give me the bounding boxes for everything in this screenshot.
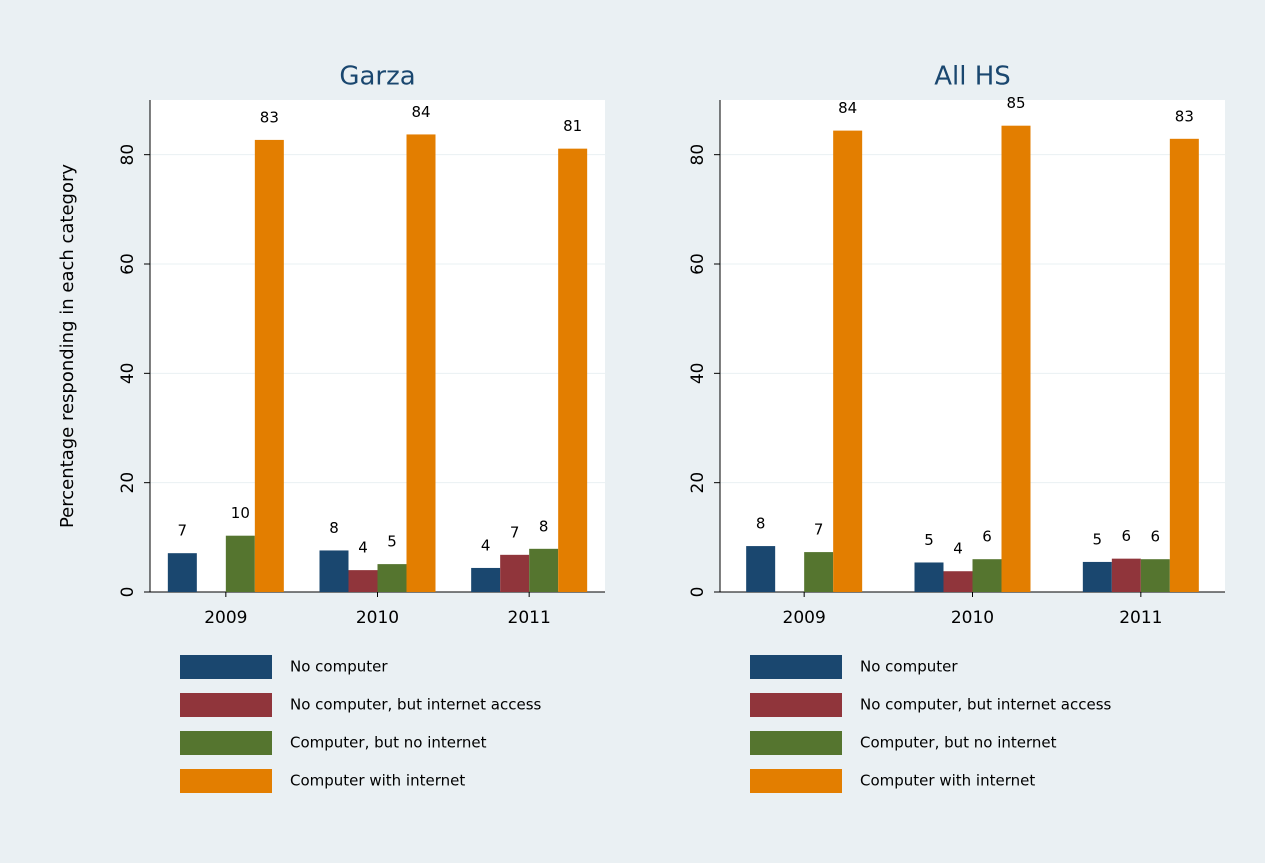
legend-swatch	[180, 769, 272, 793]
value-label: 6	[1122, 527, 1132, 545]
value-label: 5	[924, 531, 934, 549]
bar	[558, 148, 588, 593]
bar	[1082, 561, 1112, 592]
bar	[225, 535, 255, 592]
plot-area	[720, 100, 1225, 592]
x-tick-label: 2009	[204, 608, 247, 628]
value-label: 7	[510, 523, 520, 541]
value-label: 85	[1006, 94, 1025, 112]
legend-swatch	[180, 655, 272, 679]
legend-swatch	[750, 731, 842, 755]
legend-label: Computer, but no internet	[860, 734, 1057, 752]
y-tick-label: 80	[688, 144, 708, 166]
bar	[914, 562, 944, 592]
legend-swatch	[750, 693, 842, 717]
y-tick-label: 0	[118, 587, 138, 598]
bar	[804, 552, 834, 592]
value-label: 8	[756, 515, 766, 533]
legend-label: No computer, but internet access	[290, 696, 542, 714]
y-tick-label: 40	[118, 363, 138, 385]
chart-title: All HS	[934, 62, 1011, 92]
bar	[319, 550, 349, 592]
bar	[529, 548, 559, 592]
value-label: 6	[1151, 528, 1161, 546]
value-label: 81	[563, 117, 582, 135]
legend-swatch	[180, 693, 272, 717]
chart-title: Garza	[339, 62, 415, 92]
bar	[943, 571, 973, 592]
value-label: 7	[178, 522, 188, 540]
legend-swatch	[750, 769, 842, 793]
value-label: 8	[539, 517, 549, 535]
value-label: 4	[358, 539, 368, 557]
bar	[348, 570, 378, 592]
y-axis-title: Percentage responding in each category	[57, 164, 78, 528]
value-label: 84	[838, 99, 857, 117]
legend-swatch	[180, 731, 272, 755]
bar	[972, 559, 1002, 592]
bar	[167, 553, 197, 592]
plot-area	[150, 100, 605, 592]
legend-label: No computer	[290, 658, 388, 676]
value-label: 84	[411, 103, 430, 121]
y-tick-label: 60	[688, 253, 708, 275]
x-tick-label: 2010	[951, 608, 994, 628]
bar	[254, 139, 284, 592]
legend-swatch	[750, 655, 842, 679]
legend-label: No computer	[860, 658, 958, 676]
bar	[1001, 125, 1031, 593]
value-label: 4	[481, 536, 491, 554]
y-tick-label: 60	[118, 253, 138, 275]
bar	[1140, 559, 1170, 592]
value-label: 83	[1175, 107, 1194, 125]
bar	[406, 134, 436, 592]
value-label: 10	[231, 504, 250, 522]
bar	[1169, 138, 1199, 592]
bar	[1111, 558, 1141, 592]
bar	[500, 554, 530, 592]
value-label: 7	[814, 521, 824, 539]
x-tick-label: 2011	[508, 608, 551, 628]
value-label: 5	[387, 533, 397, 551]
bar	[471, 567, 501, 592]
y-tick-label: 0	[688, 587, 708, 598]
legend-label: Computer, but no internet	[290, 734, 487, 752]
value-label: 6	[982, 528, 992, 546]
y-tick-label: 40	[688, 363, 708, 385]
value-label: 8	[329, 519, 339, 537]
bar	[833, 130, 863, 592]
y-tick-label: 20	[118, 472, 138, 494]
x-tick-label: 2010	[356, 608, 399, 628]
x-tick-label: 2009	[783, 608, 826, 628]
y-tick-label: 80	[118, 144, 138, 166]
legend-label: Computer with internet	[290, 772, 465, 790]
legend-label: Computer with internet	[860, 772, 1035, 790]
x-tick-label: 2011	[1119, 608, 1162, 628]
value-label: 5	[1093, 530, 1103, 548]
bar	[377, 564, 407, 592]
y-tick-label: 20	[688, 472, 708, 494]
bar	[746, 546, 776, 592]
legend-label: No computer, but internet access	[860, 696, 1112, 714]
value-label: 83	[260, 108, 279, 126]
value-label: 4	[953, 540, 963, 558]
